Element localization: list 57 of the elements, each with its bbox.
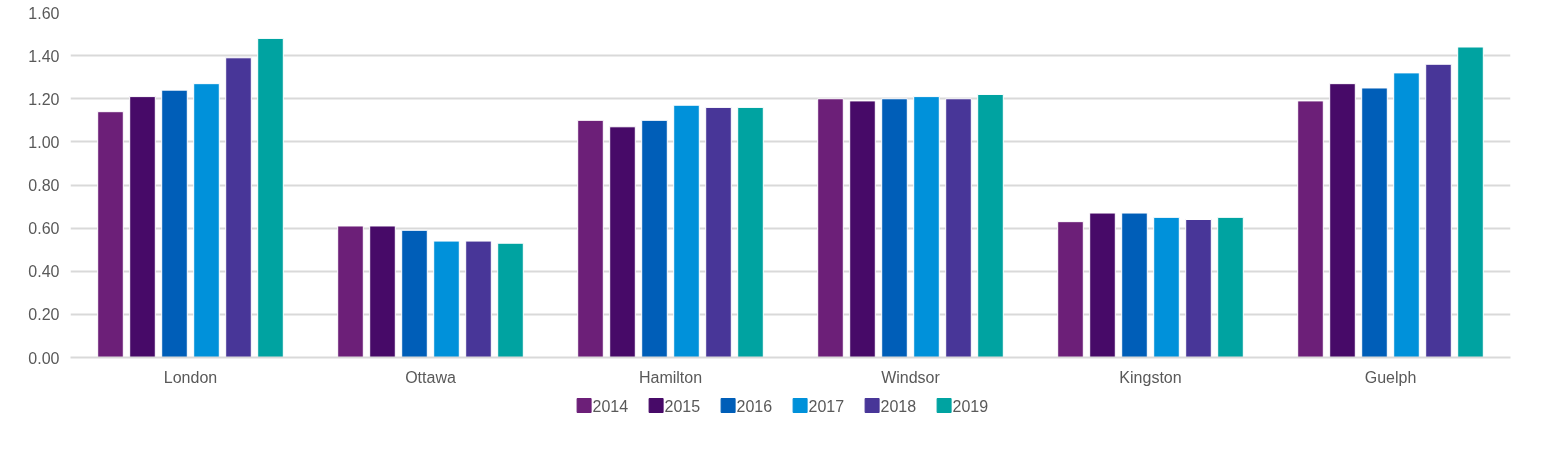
bar bbox=[705, 106, 732, 358]
bar bbox=[945, 98, 972, 358]
bar bbox=[1185, 219, 1212, 358]
x-tick-label: London bbox=[163, 368, 218, 386]
bar bbox=[577, 119, 604, 358]
x-tick-label: Kingston bbox=[1119, 368, 1182, 386]
bar bbox=[1153, 216, 1180, 358]
x-tick-label: Hamilton bbox=[638, 368, 703, 386]
y-tick-label: 0.00 bbox=[28, 349, 60, 367]
bar bbox=[817, 98, 844, 358]
bar bbox=[497, 242, 524, 358]
y-tick-label: 0.40 bbox=[28, 263, 60, 281]
legend-label: 2018 bbox=[880, 397, 917, 415]
bar bbox=[1217, 216, 1244, 358]
x-tick-label: Guelph bbox=[1364, 368, 1417, 386]
bar bbox=[465, 240, 492, 358]
legend-label: 2016 bbox=[736, 397, 773, 415]
bar bbox=[161, 89, 188, 358]
bar bbox=[337, 225, 364, 358]
bar bbox=[737, 106, 764, 358]
x-tick-label: Ottawa bbox=[405, 368, 456, 386]
bar bbox=[193, 83, 220, 358]
bar bbox=[401, 229, 428, 358]
legend-label: 2014 bbox=[592, 397, 629, 415]
bar bbox=[1457, 46, 1484, 358]
bar bbox=[1057, 221, 1084, 358]
y-tick-label: 0.80 bbox=[28, 177, 60, 194]
y-tick-label: 1.40 bbox=[28, 47, 60, 65]
bar bbox=[257, 37, 284, 358]
bar bbox=[609, 126, 636, 358]
bar bbox=[849, 100, 876, 358]
y-tick-label: 1.00 bbox=[28, 133, 60, 151]
legend-label: 2019 bbox=[952, 397, 989, 415]
bar bbox=[433, 240, 460, 358]
y-tick-label: 0.20 bbox=[28, 306, 60, 324]
bar bbox=[913, 96, 940, 358]
y-tick-label: 0.60 bbox=[28, 220, 60, 238]
bar bbox=[1361, 87, 1388, 358]
bar bbox=[881, 98, 908, 358]
bar bbox=[1297, 100, 1324, 358]
bar bbox=[97, 111, 124, 358]
bar bbox=[641, 119, 668, 358]
bar bbox=[1089, 212, 1116, 358]
bar bbox=[369, 225, 396, 358]
bar bbox=[977, 93, 1004, 358]
legend-label: 2015 bbox=[664, 397, 701, 415]
bar bbox=[1425, 63, 1452, 358]
bar bbox=[1121, 212, 1148, 358]
legend-label: 2017 bbox=[808, 397, 845, 415]
bar bbox=[673, 104, 700, 358]
x-tick-label: Windsor bbox=[881, 368, 941, 386]
y-tick-label: 1.20 bbox=[28, 90, 60, 108]
y-tick-label: 1.60 bbox=[28, 4, 60, 22]
bar bbox=[129, 96, 156, 358]
bar bbox=[1329, 83, 1356, 358]
bar bbox=[225, 57, 252, 358]
bar bbox=[1393, 72, 1420, 358]
